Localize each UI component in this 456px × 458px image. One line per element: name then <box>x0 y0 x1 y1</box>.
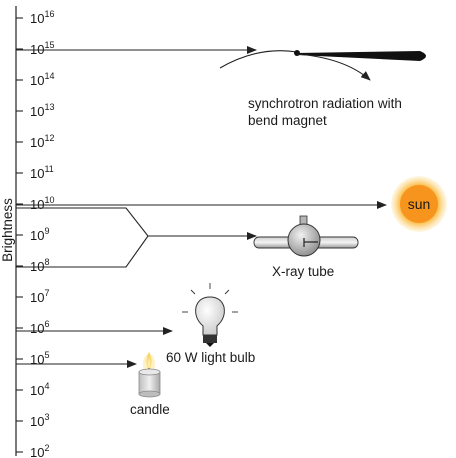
axis-tick-label: 1014 <box>30 71 54 88</box>
synchrotron-group: synchrotron radiation with bend magnet <box>16 46 426 128</box>
axis-tick-label: 1010 <box>30 195 54 212</box>
axis-tick-label: 1013 <box>30 102 54 119</box>
brightness-axis: 1016 1015 1014 1013 1012 1011 1010 109 108 107 106… <box>0 6 54 458</box>
sun-icon <box>400 185 438 223</box>
light-bulb-group: 60 W light bulb <box>16 283 255 365</box>
axis-tick-label: 109 <box>30 226 49 243</box>
axis-tick-label: 107 <box>30 288 49 305</box>
axis-label: Brightness <box>0 198 15 262</box>
sun-group: sun <box>16 176 447 232</box>
axis-tick-label: 1015 <box>30 40 54 57</box>
axis-tick-label: 102 <box>30 443 49 458</box>
candle-icon <box>138 352 161 398</box>
light-bulb-label: 60 W light bulb <box>166 350 255 365</box>
synchrotron-beam-icon <box>297 51 426 61</box>
candle-group: candle <box>16 352 170 417</box>
axis-tick-label: 1012 <box>30 133 54 150</box>
axis-tick-label: 105 <box>30 350 49 367</box>
xray-group: X-ray tube <box>16 207 359 279</box>
synchrotron-label-line1: synchrotron radiation with <box>248 96 402 111</box>
synchrotron-label-line2: bend magnet <box>248 113 327 128</box>
xray-tube-icon <box>253 215 359 257</box>
candle-label: candle <box>130 402 170 417</box>
axis-tick-label: 104 <box>30 381 49 398</box>
xray-tube-label: X-ray tube <box>272 264 334 279</box>
sun-label: sun <box>408 196 431 212</box>
axis-tick-label: 103 <box>30 412 49 429</box>
light-bulb-icon <box>182 283 238 347</box>
axis-tick-label: 108 <box>30 257 49 274</box>
axis-tick-label: 1011 <box>30 164 54 181</box>
axis-tick-label: 1016 <box>30 9 54 26</box>
axis-tick-label: 106 <box>30 319 49 336</box>
